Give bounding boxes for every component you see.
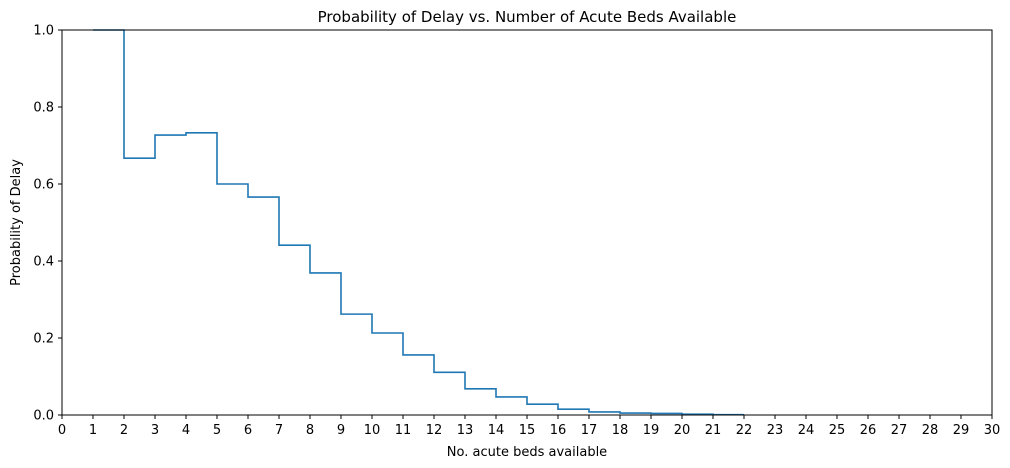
x-tick-label: 26 [860, 423, 877, 438]
x-tick-label: 13 [457, 423, 474, 438]
x-tick-label: 14 [488, 423, 505, 438]
x-axis-title: No. acute beds available [447, 445, 607, 460]
plot-area [92, 29, 745, 416]
x-tick-label: 18 [612, 423, 629, 438]
y-tick-label: 1.0 [33, 24, 54, 39]
x-tick-label: 5 [213, 423, 221, 438]
x-tick-label: 16 [550, 423, 567, 438]
x-tick-label: 30 [984, 423, 1001, 438]
x-tick-label: 29 [953, 423, 970, 438]
x-tick-label: 1 [89, 423, 97, 438]
x-tick-label: 22 [736, 423, 753, 438]
x-tick-label: 12 [426, 423, 443, 438]
x-tick-label: 10 [364, 423, 381, 438]
x-tick-label: 11 [395, 423, 412, 438]
x-tick-label: 6 [244, 423, 252, 438]
chart-title: Probability of Delay vs. Number of Acute… [318, 8, 737, 26]
y-tick-label: 0.4 [33, 255, 54, 270]
x-tick-label: 4 [182, 423, 190, 438]
x-tick-label: 28 [922, 423, 939, 438]
y-tick-label: 0.0 [33, 409, 54, 424]
x-tick-label: 0 [58, 423, 66, 438]
plot-frame [61, 29, 993, 416]
x-tick-label: 2 [120, 423, 128, 438]
y-axis: 0.0 0.2 0.4 0.6 0.8 1.0 [33, 24, 62, 424]
x-tick-label: 24 [798, 423, 815, 438]
x-tick-label: 19 [643, 423, 660, 438]
series-line [92, 29, 745, 416]
x-tick-label: 17 [581, 423, 598, 438]
x-tick-label: 21 [705, 423, 722, 438]
y-tick-label: 0.6 [33, 178, 54, 193]
x-tick-label: 9 [337, 423, 345, 438]
x-tick-label: 8 [306, 423, 314, 438]
x-tick-label: 15 [519, 423, 536, 438]
x-axis: 0 1 2 3 4 5 6 7 8 9 10 11 12 13 14 15 16 17 18 19 20 21 22 23 24… [58, 415, 1000, 438]
series-step-path [93, 29, 744, 416]
y-axis-title: Probability of Delay [9, 159, 24, 286]
x-tick-label: 27 [891, 423, 908, 438]
y-tick-label: 0.8 [33, 101, 54, 116]
x-tick-label: 7 [275, 423, 283, 438]
x-tick-label: 20 [674, 423, 691, 438]
y-tick-label: 0.2 [33, 332, 54, 347]
x-tick-label: 3 [151, 423, 159, 438]
x-tick-label: 23 [767, 423, 784, 438]
x-tick-label: 25 [829, 423, 846, 438]
